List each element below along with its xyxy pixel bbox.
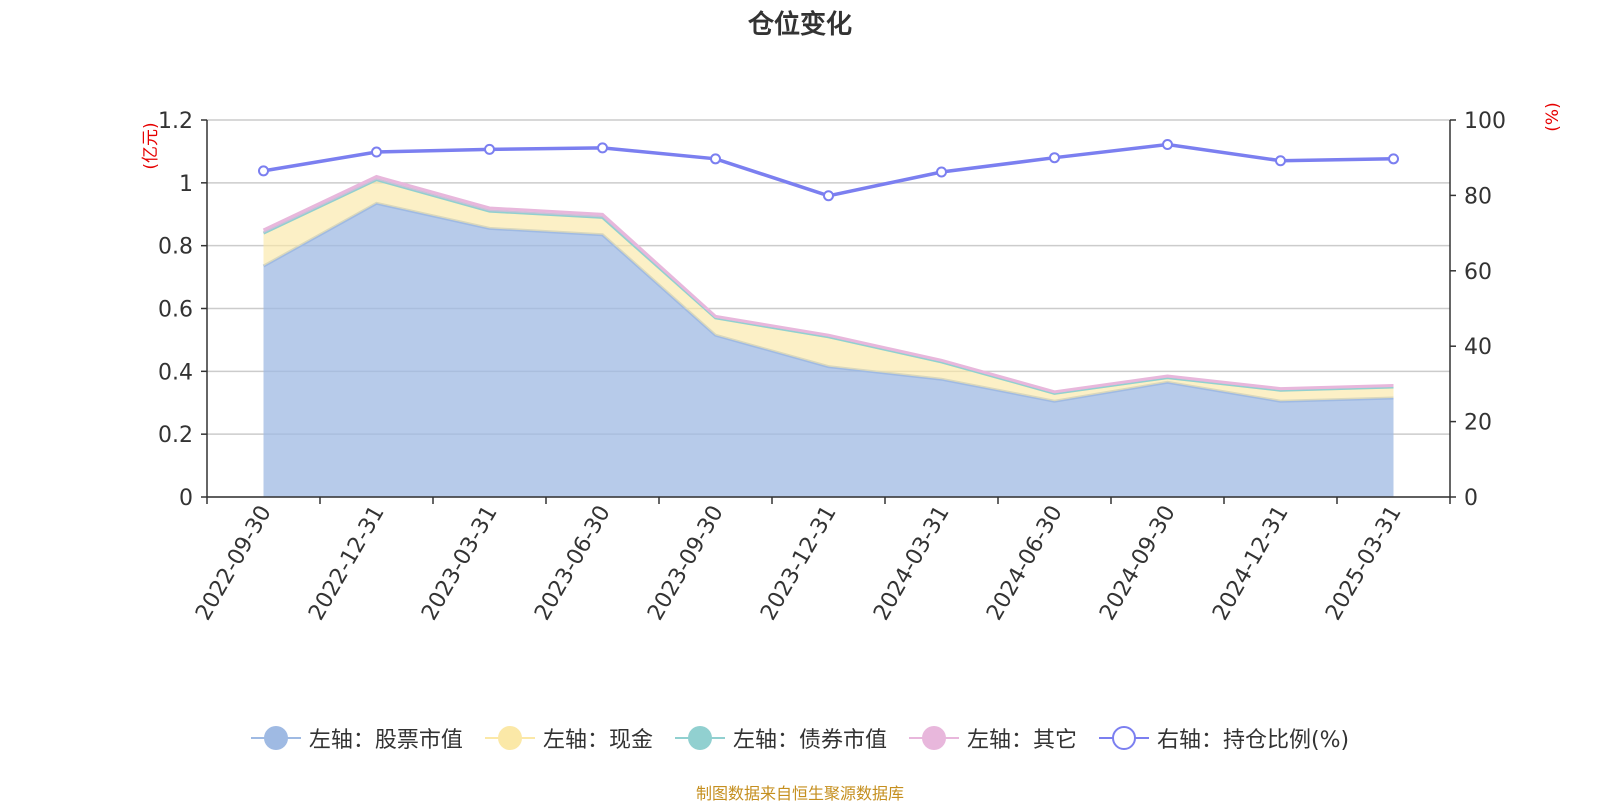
- left-tick-label: 0.8: [158, 235, 193, 260]
- source-note: 制图数据来自恒生聚源数据库: [695, 784, 904, 803]
- holding-ratio-point: [1275, 155, 1286, 167]
- holding-ratio-point: [1049, 152, 1060, 164]
- x-tick-label: 2023-06-30: [530, 502, 616, 625]
- x-tick-label: 2024-06-30: [982, 502, 1068, 625]
- holding-ratio-point: [597, 142, 608, 154]
- legend-item[interactable]: 左轴：其它: [908, 722, 1077, 754]
- legend-item[interactable]: 左轴：股票市值: [250, 722, 463, 754]
- legend-label: 左轴：其它: [966, 728, 1077, 753]
- left-tick-label: 0.2: [158, 423, 193, 448]
- holding-ratio-point: [1162, 139, 1173, 151]
- holding-ratio-point: [710, 153, 721, 165]
- right-axis-label: (%): [1543, 102, 1563, 131]
- area-0: [263, 203, 1394, 498]
- left-tick-label: 0.6: [158, 298, 193, 323]
- legend-label: 右轴：持仓比例(%): [1156, 728, 1350, 753]
- holding-ratio-point: [1388, 153, 1399, 165]
- right-tick-label: 20: [1464, 411, 1492, 436]
- x-tick-label: 2024-09-30: [1095, 502, 1181, 625]
- holding-ratio-point: [258, 165, 269, 177]
- right-tick-label: 0: [1464, 486, 1478, 511]
- area-1: [263, 179, 1394, 402]
- holding-ratio-point: [823, 190, 834, 202]
- legend-label: 左轴：股票市值: [308, 728, 463, 753]
- right-tick-label: 40: [1464, 335, 1492, 360]
- left-tick-label: 1: [179, 172, 193, 197]
- area-line-3: [262, 174, 1394, 394]
- left-tick-label: 0: [179, 486, 193, 511]
- legend-item[interactable]: 左轴：债券市值: [674, 722, 887, 754]
- legend-item[interactable]: 右轴：持仓比例(%): [1098, 722, 1350, 754]
- legend-swatch: [484, 723, 535, 753]
- x-tick-label: 2025-03-31: [1321, 502, 1407, 625]
- legend-label: 左轴：现金: [542, 728, 653, 753]
- legend-swatch: [674, 723, 725, 753]
- left-tick-label: 1.2: [158, 109, 193, 134]
- left-axis-label: (亿元): [141, 122, 161, 169]
- x-tick-label: 2022-12-31: [304, 502, 390, 625]
- x-tick-label: 2022-09-30: [191, 502, 277, 625]
- left-tick-label: 0.4: [158, 360, 193, 385]
- legend-swatch: [908, 723, 959, 753]
- holding-ratio-line: [263, 142, 1394, 198]
- x-tick-label: 2024-03-31: [869, 502, 955, 625]
- right-tick-label: 60: [1464, 260, 1492, 285]
- right-tick-label: 80: [1464, 184, 1492, 209]
- x-tick-label: 2023-03-31: [417, 502, 503, 625]
- legend-swatch: [250, 723, 301, 753]
- legend-label: 左轴：债券市值: [732, 728, 887, 753]
- legend-swatch: [1098, 723, 1149, 753]
- holding-ratio-point: [484, 143, 495, 155]
- legend-item[interactable]: 左轴：现金: [484, 722, 653, 754]
- x-tick-label: 2023-09-30: [643, 502, 729, 625]
- x-tick-label: 2023-12-31: [756, 502, 842, 625]
- x-tick-label: 2024-12-31: [1208, 502, 1294, 625]
- holding-ratio-point: [936, 166, 947, 178]
- holding-ratio-point: [371, 146, 382, 158]
- legend: 左轴：股票市值 左轴：现金 左轴：债券市值 左轴：其它 右轴：持仓比例(%): [0, 720, 1600, 756]
- chart-title: 仓位变化: [747, 10, 852, 40]
- right-tick-label: 100: [1464, 109, 1506, 134]
